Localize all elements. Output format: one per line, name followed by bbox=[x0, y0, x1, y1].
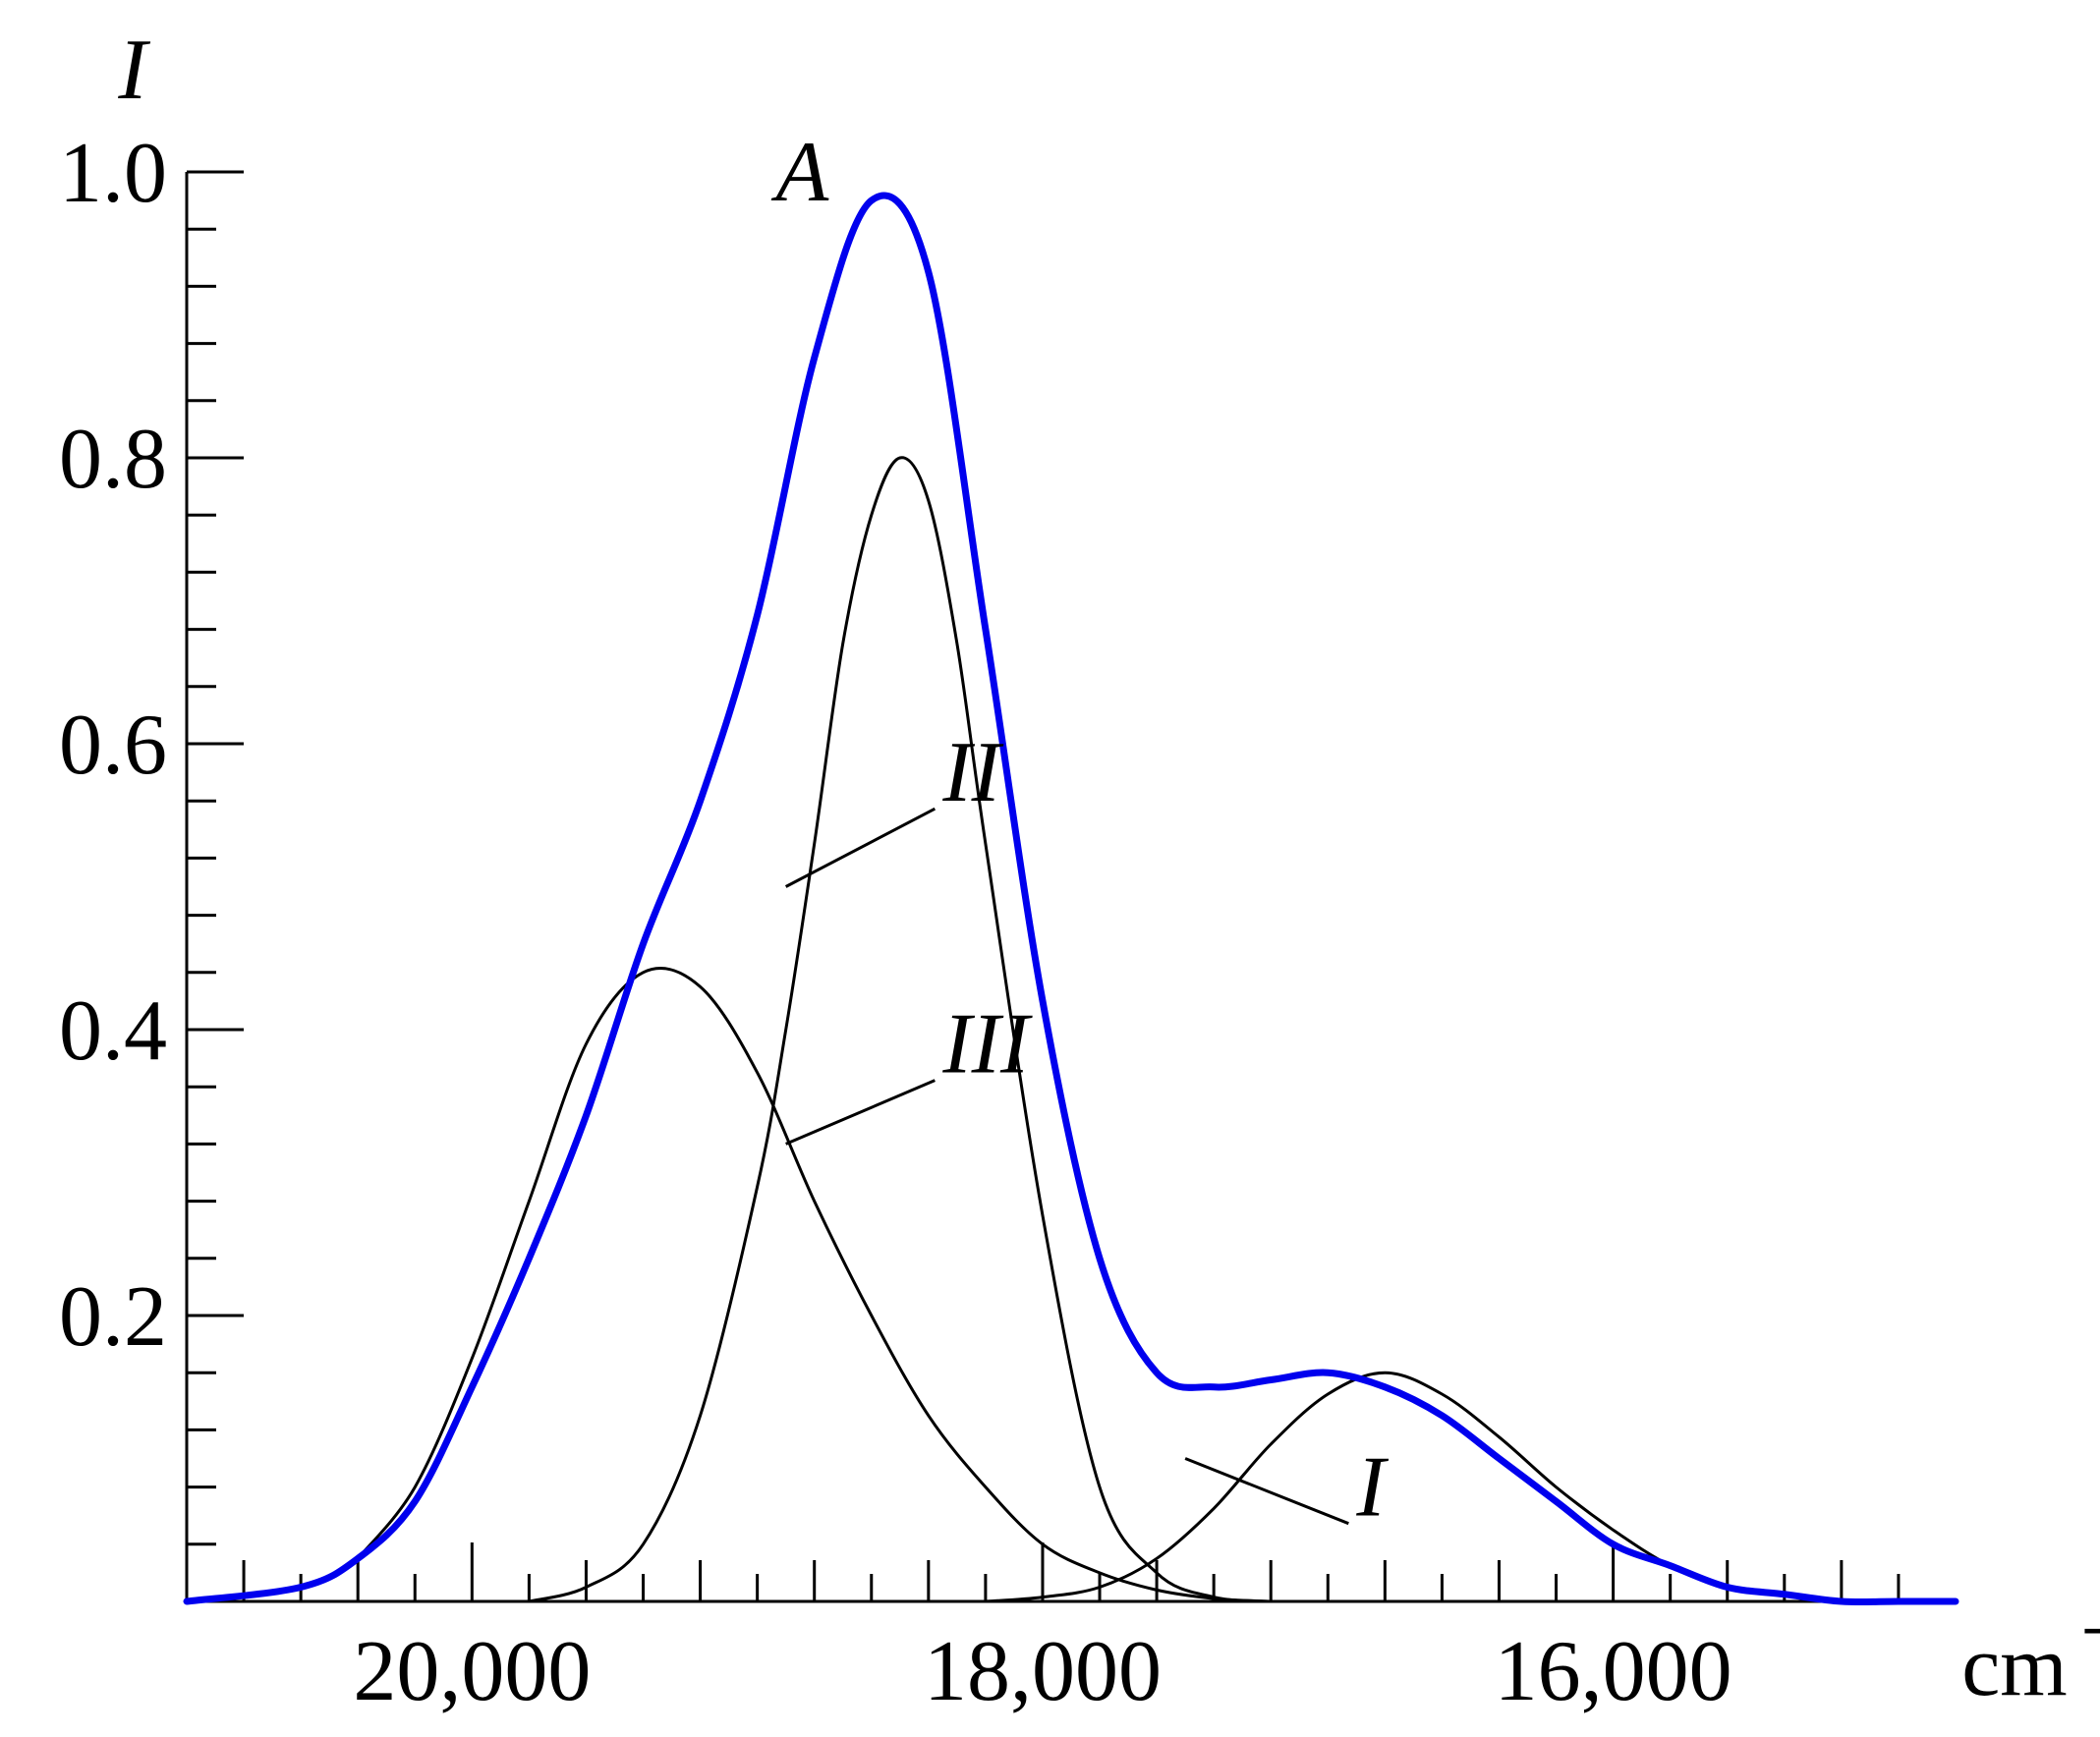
leader-line-i bbox=[1184, 1457, 1349, 1526]
leader-line-iii bbox=[785, 1079, 936, 1146]
y-axis-label: I bbox=[117, 23, 150, 118]
x-axis-unit-exponent: -1 bbox=[2082, 1593, 2100, 1659]
y-tick-label: 0.2 bbox=[59, 1269, 167, 1365]
series-line-iii bbox=[356, 966, 1273, 1603]
curve-label-iii: III bbox=[941, 997, 1033, 1093]
x-axis-unit: cm bbox=[1961, 1619, 2068, 1714]
curve-label-ii: II bbox=[941, 725, 1003, 820]
axes bbox=[185, 170, 1956, 1603]
leader-line-ii bbox=[784, 807, 936, 888]
x-tick-label: 18,000 bbox=[924, 1624, 1162, 1719]
series-line-ii bbox=[527, 456, 1273, 1603]
labels-group: 0.2 0.4 0.6 0.8 1.0 20,000 18,000 16,000 Icm-1 A I… bbox=[59, 23, 2100, 1719]
y-tick-label: 0.4 bbox=[59, 983, 167, 1079]
y-tick-label: 0.6 bbox=[59, 698, 167, 793]
series-line-i bbox=[984, 1371, 1901, 1603]
x-tick-label: 16,000 bbox=[1495, 1624, 1732, 1719]
y-tick-label: 1.0 bbox=[59, 126, 167, 221]
series-line-a bbox=[183, 192, 1959, 1606]
x-tick-label: 20,000 bbox=[353, 1624, 591, 1719]
curve-label-a: A bbox=[770, 125, 829, 220]
curve-label-i: I bbox=[1355, 1440, 1389, 1536]
series-group bbox=[183, 192, 1959, 1606]
y-tick-label: 0.8 bbox=[59, 412, 167, 507]
